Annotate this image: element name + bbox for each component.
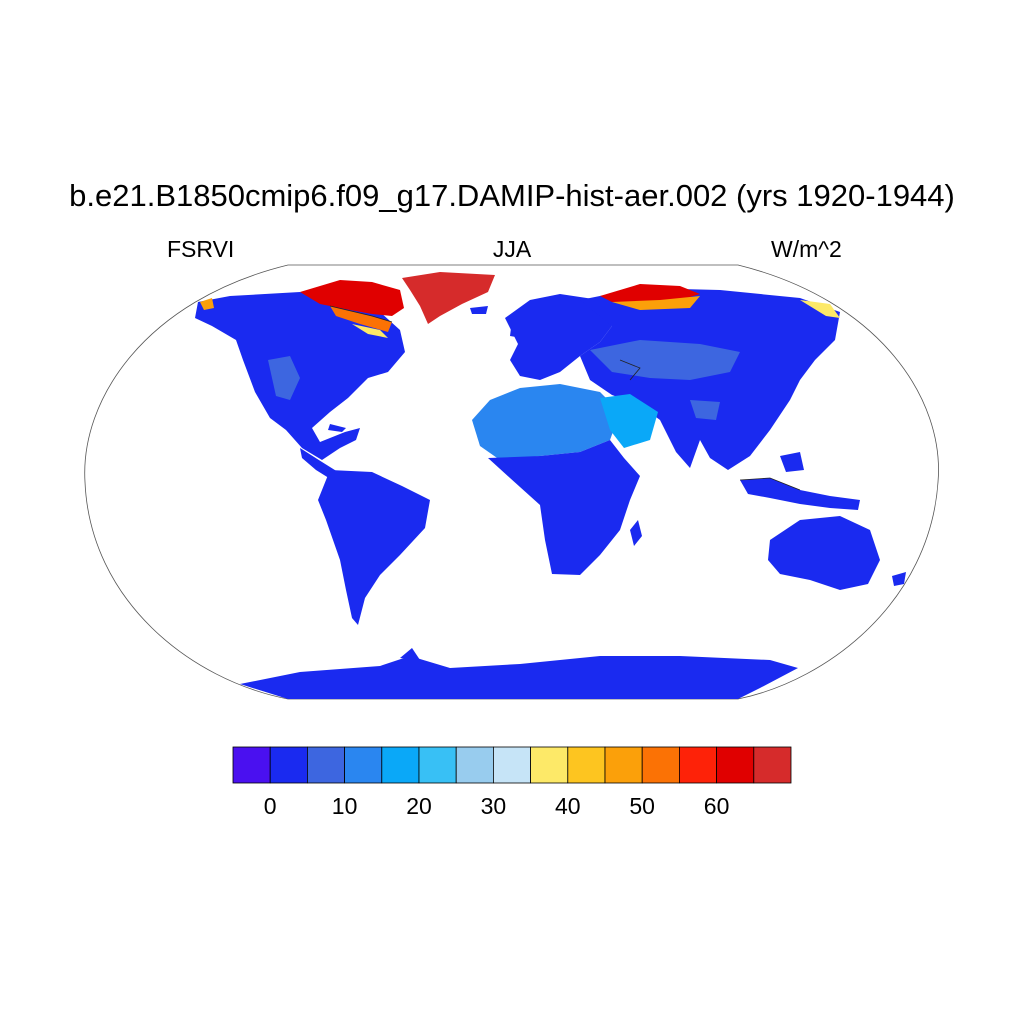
- coastlines: [329, 305, 801, 491]
- colorbar-tick-label: 50: [629, 793, 655, 819]
- sahara: [472, 384, 620, 460]
- chart-title: b.e21.B1850cmip6.f09_g17.DAMIP-hist-aer.…: [69, 178, 955, 213]
- variable-label: FSRVI: [167, 236, 235, 262]
- colorbar-box: [567, 746, 606, 784]
- colorbar-tick-label: 0: [264, 793, 277, 819]
- na-west-patch: [268, 356, 300, 400]
- colorbar-box: [716, 746, 755, 784]
- australia: [768, 516, 880, 590]
- colorbar-box: [381, 746, 420, 784]
- north-america: [195, 292, 405, 460]
- land-areas: [195, 272, 906, 699]
- colorbar-box: [232, 746, 271, 784]
- colorbar-box: [604, 746, 643, 784]
- colorbar-box: [679, 746, 718, 784]
- se-asia-islands: [740, 478, 860, 510]
- colorbar-tick-label: 20: [406, 793, 432, 819]
- asia: [580, 288, 840, 470]
- colorbar-box: [344, 746, 383, 784]
- colorbar-tick-label: 10: [332, 793, 358, 819]
- arabia: [600, 394, 658, 448]
- europe: [505, 294, 612, 380]
- colorbar-tick-label: 60: [704, 793, 730, 819]
- colorbar-box: [492, 746, 531, 784]
- canadian-arctic: [300, 280, 404, 316]
- units-label: W/m^2: [771, 236, 842, 262]
- colorbar-box: [418, 746, 457, 784]
- central-america: [300, 448, 338, 480]
- colorbar-tick-label: 30: [481, 793, 507, 819]
- colorbar-box: [641, 746, 680, 784]
- antarctica: [240, 656, 798, 699]
- africa: [488, 440, 640, 575]
- south-america: [318, 470, 430, 625]
- colorbar-box: [753, 746, 792, 784]
- colorbar-box: [455, 746, 494, 784]
- siberian-arctic: [600, 284, 700, 302]
- season-label: JJA: [492, 236, 532, 262]
- greenland: [402, 272, 495, 324]
- colorbar-box: [530, 746, 569, 784]
- central-asia-patch: [590, 340, 740, 380]
- colorbar-tick-label: 40: [555, 793, 581, 819]
- colorbar-box: [306, 746, 345, 784]
- colorbar-box: [269, 746, 308, 784]
